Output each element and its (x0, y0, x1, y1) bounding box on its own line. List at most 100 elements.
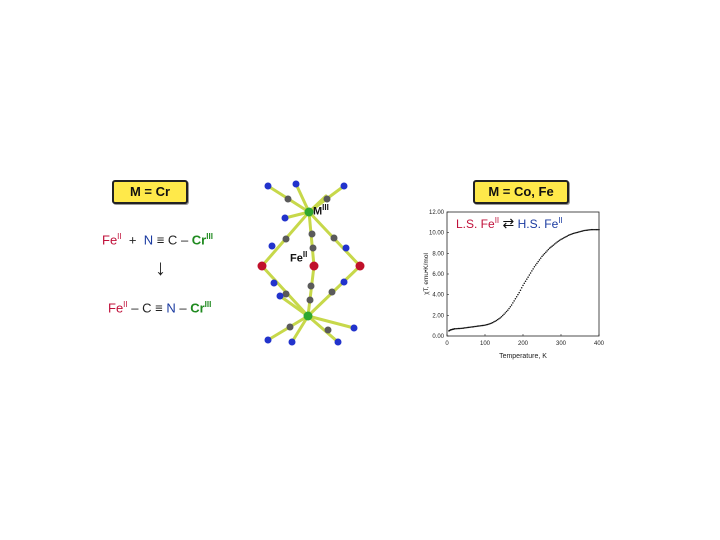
nitrogen-atom (292, 180, 300, 188)
data-point (519, 289, 522, 291)
carbon-atom (282, 235, 290, 243)
data-point (475, 325, 477, 328)
data-point (569, 233, 571, 236)
nitrogen-atom (342, 244, 350, 252)
data-point (558, 239, 561, 241)
data-point (545, 251, 547, 254)
carbon-atom (286, 323, 294, 331)
data-point (565, 235, 567, 238)
data-point (547, 248, 550, 251)
carbon-atom (307, 282, 315, 290)
data-point (594, 228, 596, 231)
nitrogen-atom (334, 338, 342, 346)
data-point (571, 232, 574, 235)
data-point (500, 315, 503, 318)
data-point (485, 324, 488, 326)
data-point (560, 238, 562, 241)
data-point (524, 280, 527, 282)
data-point (498, 318, 500, 320)
data-point (480, 324, 482, 327)
data-point (470, 326, 472, 328)
nitrogen-atom (350, 324, 358, 332)
y-axis-label: χT, emu•K/mol (423, 253, 430, 295)
nitrogen-atom (264, 336, 272, 344)
data-point (484, 324, 486, 326)
data-point (534, 264, 537, 266)
data-point (548, 247, 551, 249)
data-point (505, 310, 508, 313)
carbon-atom (284, 195, 292, 203)
ls-ox: II (494, 216, 500, 225)
y-tick-label: 12.00 (429, 210, 445, 216)
data-point (460, 327, 462, 330)
hs-ox: II (558, 216, 563, 225)
x-tick-label: 100 (480, 341, 491, 347)
data-point (590, 228, 593, 231)
data-point (576, 231, 579, 234)
product-cr: Cr (190, 300, 205, 316)
product-n: N (166, 300, 176, 316)
data-point (572, 232, 575, 235)
data-point (488, 323, 490, 325)
data-point (551, 245, 553, 247)
carbon-atom (282, 290, 290, 298)
x-tick-label: 200 (518, 341, 529, 347)
spin-annotation: L.S. FeII ⇄ H.S. FeII (456, 215, 563, 232)
product-cr-ox: III (204, 300, 212, 309)
data-point (496, 318, 499, 321)
data-point (523, 282, 526, 285)
data-point (491, 321, 494, 324)
data-point (553, 243, 556, 245)
data-point (510, 304, 513, 306)
data-point (586, 229, 589, 231)
data-point (515, 295, 518, 298)
nitrogen-atom (276, 292, 284, 300)
reactant-cr-ox: III (206, 232, 213, 241)
fe-ox: II (302, 250, 308, 259)
x-tick-label: 300 (556, 341, 567, 347)
y-tick-label: 8.00 (432, 251, 444, 257)
data-point (531, 270, 533, 272)
data-point (577, 231, 580, 233)
plus-sign: + (128, 232, 137, 248)
data-point (462, 327, 465, 329)
carbon-atom (328, 288, 336, 296)
data-point (467, 326, 470, 329)
metal-ox: III (322, 203, 329, 212)
data-point (514, 298, 517, 300)
metal-label: MIII (313, 203, 329, 218)
data-point (533, 266, 536, 268)
data-point (546, 250, 548, 252)
data-point (472, 325, 475, 328)
reactants-equation: FeII + N ≡ C – CrIII (102, 232, 213, 247)
data-point (591, 228, 594, 231)
data-point (504, 312, 507, 314)
data-point (453, 328, 456, 330)
data-point (499, 317, 501, 319)
data-point (532, 268, 534, 270)
data-point (455, 327, 457, 330)
carbon-atom (324, 326, 332, 334)
equilibrium-arrow: ⇄ (502, 215, 515, 231)
data-point (474, 325, 476, 328)
data-point (585, 229, 588, 232)
product-fe-ox: II (123, 300, 128, 309)
reactant-c: C (167, 232, 178, 248)
data-point (503, 313, 505, 316)
y-ticks: 0.00 2.00 4.00 6.00 8.00 10.00 12.00 (429, 210, 449, 340)
data-point (513, 300, 515, 302)
data-point (481, 324, 484, 327)
data-point (527, 276, 529, 278)
data-point (529, 272, 532, 274)
iron-atom-left (257, 261, 267, 271)
data-point (486, 323, 489, 326)
data-point (463, 327, 466, 329)
data-point (584, 229, 586, 232)
y-tick-label: 6.00 (432, 272, 444, 278)
iron-atom-center (309, 261, 319, 271)
x-ticks: 0 100 200 300 400 (445, 334, 605, 347)
product-triple: ≡ (155, 300, 163, 316)
data-point (557, 240, 560, 242)
data-point (589, 228, 591, 231)
data-point (476, 325, 479, 327)
